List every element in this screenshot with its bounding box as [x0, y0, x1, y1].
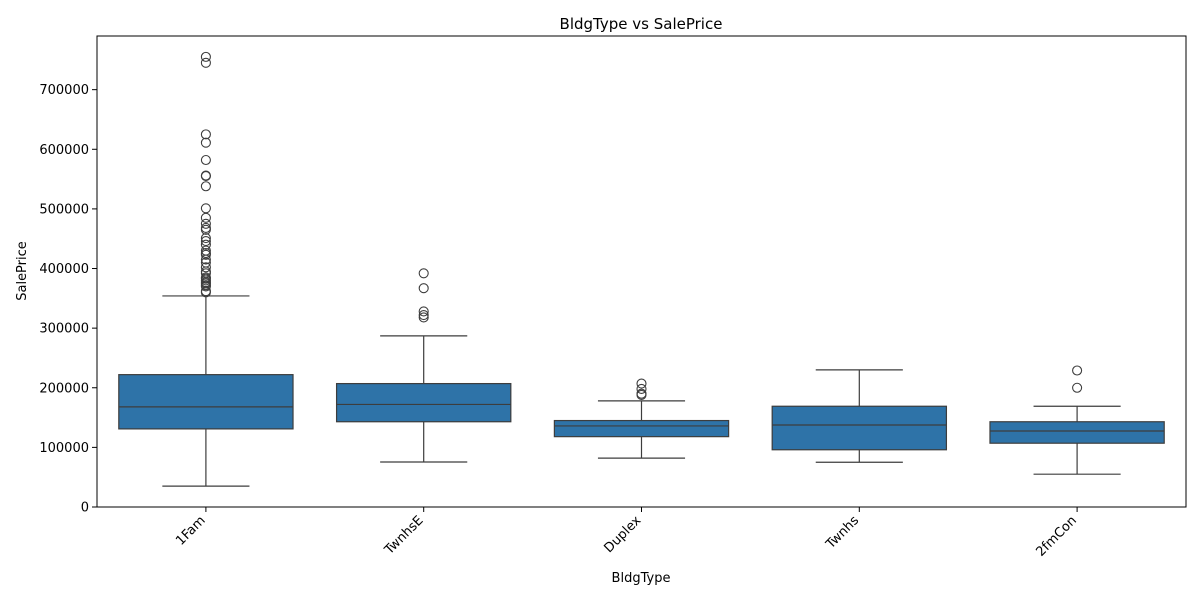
outlier-point	[200, 287, 211, 298]
y-tick-label: 700000	[39, 83, 89, 98]
outlier-point	[200, 154, 211, 166]
outlier-point	[200, 233, 211, 244]
outlier-point	[200, 212, 211, 223]
outlier-point	[418, 283, 429, 294]
outlier-point	[418, 309, 429, 321]
outlier-point	[636, 389, 647, 400]
outlier-point	[200, 171, 211, 182]
y-tick-label: 200000	[39, 381, 89, 396]
y-axis: 0 100000 200000 300000 400000 500000 600000 700…	[39, 83, 97, 516]
x-axis-label: BldgType	[612, 571, 671, 586]
outlier-point	[418, 312, 429, 323]
outlier-point	[636, 378, 647, 389]
x-tick-label: 2fmCon	[1033, 513, 1080, 560]
outlier-point	[200, 224, 211, 235]
outlier-point	[418, 268, 429, 279]
outlier-point	[1072, 382, 1083, 393]
outlier-point	[200, 203, 211, 214]
boxes-layer	[118, 51, 1165, 487]
x-tick-label: Twnhs	[823, 513, 863, 553]
box-group	[771, 369, 948, 463]
box-group	[118, 51, 294, 487]
outlier-point	[200, 181, 211, 192]
outlier-point	[200, 137, 211, 148]
iqr-box	[771, 405, 948, 451]
outlier-point	[200, 239, 211, 250]
box-group	[335, 268, 512, 463]
y-tick-label: 400000	[39, 262, 89, 277]
iqr-box	[335, 382, 512, 423]
outlier-point	[200, 218, 211, 229]
box-group	[553, 378, 730, 459]
outlier-point	[1072, 365, 1083, 376]
x-tick-label: Duplex	[601, 513, 644, 556]
iqr-box	[989, 421, 1165, 444]
x-tick-label: TwnhsE	[381, 513, 426, 558]
x-tick-label: 1Fam	[173, 513, 208, 548]
outlier-point	[200, 57, 211, 68]
iqr-box	[553, 419, 730, 438]
outlier-point	[636, 383, 647, 395]
box-group	[989, 365, 1165, 475]
y-axis-label: SalePrice	[15, 241, 30, 301]
outlier-point	[200, 129, 211, 140]
outlier-point	[200, 281, 211, 292]
y-tick-label: 300000	[39, 322, 89, 337]
chart-title: BldgType vs SalePrice	[560, 15, 723, 33]
y-tick-label: 0	[81, 501, 89, 516]
iqr-box	[118, 374, 294, 430]
outlier-point	[418, 306, 429, 317]
outlier-point	[200, 262, 211, 273]
y-tick-label: 100000	[39, 441, 89, 456]
y-tick-label: 600000	[39, 143, 89, 158]
y-tick-label: 500000	[39, 202, 89, 217]
outlier-point	[200, 51, 211, 62]
outlier-point	[200, 249, 211, 260]
x-axis: 1Fam TwnhsE Duplex Twnhs 2fmCon	[173, 507, 1080, 560]
outlier-point	[200, 254, 211, 265]
